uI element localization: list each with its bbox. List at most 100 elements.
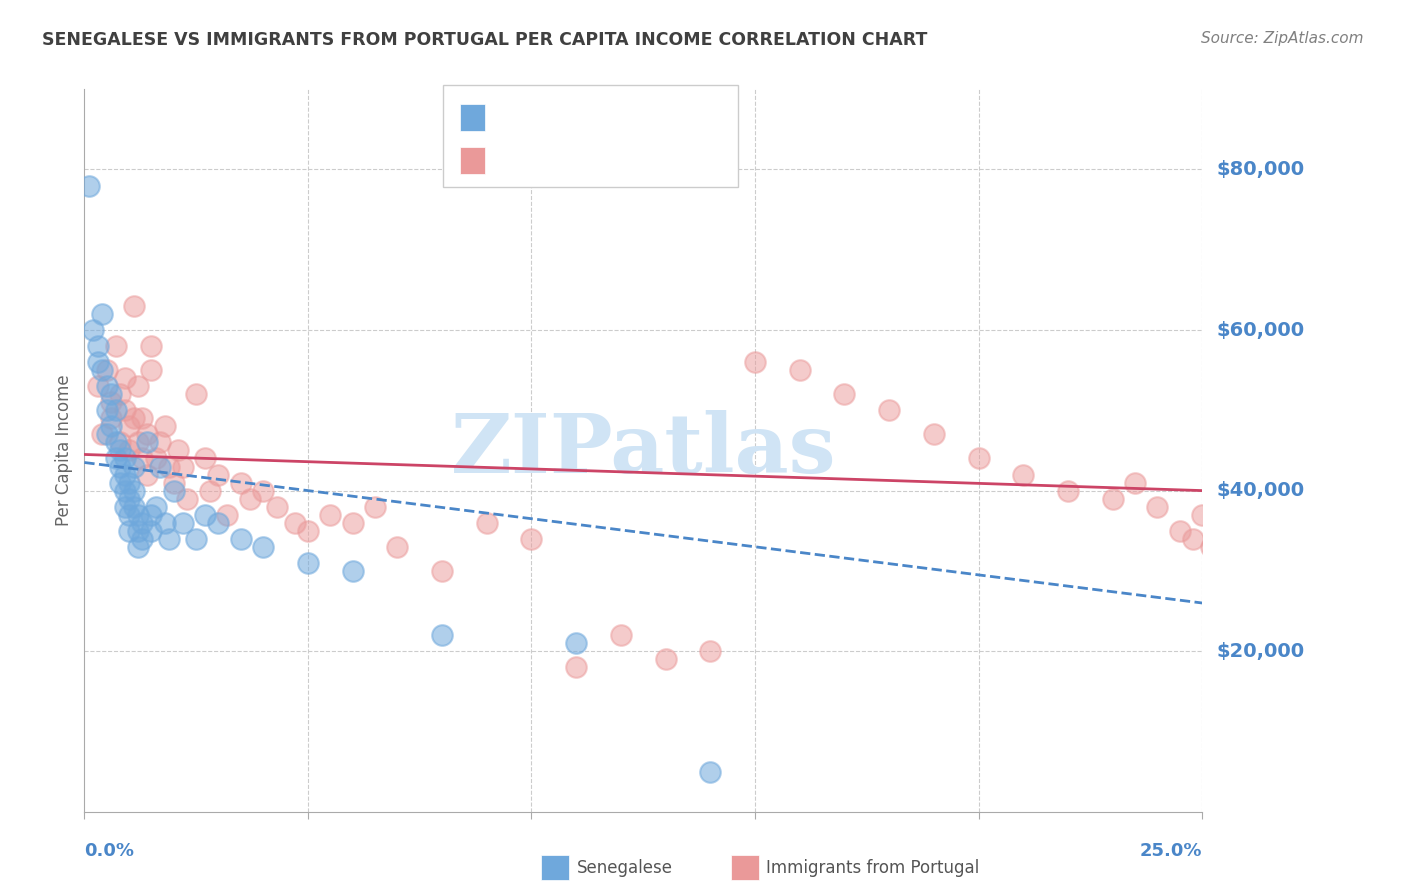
Text: Senegalese: Senegalese [576,859,672,877]
Point [122,299,145,313]
Point [91,363,114,377]
Point [108,459,131,474]
Text: 25.0%: 25.0% [1140,842,1202,860]
Point [1258,564,1281,578]
Point [91,427,114,442]
Point [699,644,721,658]
Point [127,435,149,450]
Point [157,459,180,474]
Point [520,532,543,546]
Point [167,443,190,458]
Point [149,435,172,450]
Point [118,443,141,458]
Point [118,475,141,490]
Point [186,387,208,401]
Point [430,564,453,578]
Point [153,419,176,434]
Point [1213,580,1236,594]
Point [127,508,149,522]
Point [194,508,217,522]
Point [122,500,145,514]
Point [118,524,141,538]
Text: Immigrants from Portugal: Immigrants from Portugal [766,859,980,877]
Point [118,491,141,506]
Point [1146,500,1168,514]
Point [207,516,229,530]
Point [122,411,145,425]
Point [77,178,100,193]
Point [342,564,364,578]
Point [967,451,990,466]
Point [364,500,387,514]
Point [387,540,409,554]
Point [834,387,856,401]
Point [136,427,159,442]
Text: 52: 52 [636,103,661,120]
Point [1168,524,1191,538]
Point [1271,660,1294,674]
Point [1182,532,1205,546]
Point [153,516,176,530]
Point [172,459,194,474]
Point [1302,644,1324,658]
Point [114,483,136,498]
Point [136,435,159,450]
Point [131,451,153,466]
Point [141,524,163,538]
Point [96,403,118,417]
Point [96,379,118,393]
Point [141,363,163,377]
Point [1281,227,1303,241]
Point [163,483,186,498]
Point [131,411,153,425]
Point [131,532,153,546]
Point [104,451,127,466]
Point [108,435,131,450]
Text: -0.065: -0.065 [527,103,592,120]
Point [610,628,633,642]
Point [96,363,118,377]
Point [104,435,127,450]
Point [100,387,122,401]
Point [145,500,167,514]
Point [565,636,588,650]
Point [145,451,167,466]
Y-axis label: Per Capita Income: Per Capita Income [55,375,73,526]
Point [149,459,172,474]
Point [122,483,145,498]
Point [699,764,721,779]
Point [229,475,252,490]
Point [100,411,122,425]
Point [100,395,122,409]
Text: R =: R = [496,145,537,163]
Point [114,467,136,482]
Point [114,403,136,417]
Point [157,532,180,546]
Point [141,508,163,522]
Point [194,451,217,466]
Point [82,323,104,337]
Point [1236,556,1258,570]
Text: $20,000: $20,000 [1216,641,1305,661]
Point [122,459,145,474]
Point [283,516,305,530]
Point [104,339,127,353]
Text: 73: 73 [636,145,661,163]
Point [163,475,186,490]
Point [239,491,262,506]
Text: SENEGALESE VS IMMIGRANTS FROM PORTUGAL PER CAPITA INCOME CORRELATION CHART: SENEGALESE VS IMMIGRANTS FROM PORTUGAL P… [42,31,928,49]
Point [91,307,114,321]
Point [789,363,811,377]
Point [297,524,319,538]
Text: N =: N = [605,103,647,120]
Point [198,483,221,498]
Point [141,339,163,353]
Point [207,467,229,482]
Point [118,508,141,522]
Text: R =: R = [496,103,537,120]
Text: ZIPatlas: ZIPatlas [450,410,837,491]
Point [1123,475,1146,490]
Point [430,628,453,642]
Point [87,355,110,369]
Point [127,379,149,393]
